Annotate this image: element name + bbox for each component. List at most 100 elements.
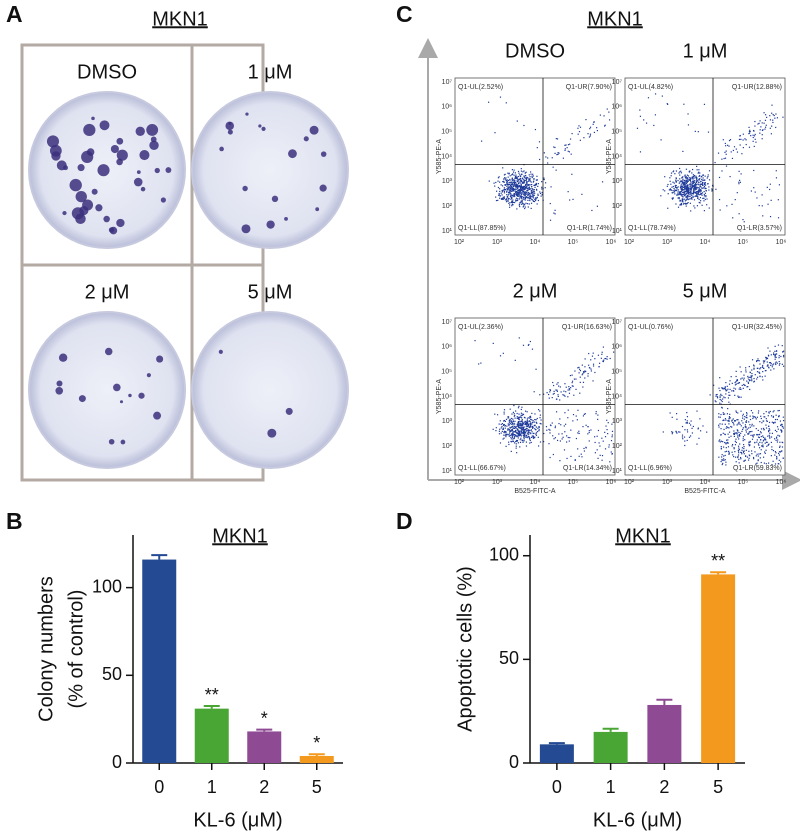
- event: [762, 435, 764, 437]
- event: [517, 193, 520, 195]
- event: [691, 196, 693, 199]
- event: [508, 424, 510, 427]
- event: [518, 416, 521, 418]
- event: [604, 124, 606, 126]
- event: [686, 194, 688, 196]
- event: [773, 352, 775, 354]
- colony: [149, 140, 159, 151]
- event: [517, 442, 519, 444]
- event: [767, 364, 769, 366]
- event: [718, 416, 720, 418]
- event: [532, 435, 534, 437]
- event: [691, 186, 694, 188]
- event: [519, 174, 521, 176]
- event: [583, 371, 585, 374]
- event: [528, 436, 530, 438]
- error-bar: [203, 705, 220, 709]
- event: [707, 174, 709, 176]
- event: [507, 197, 509, 199]
- event: [519, 177, 521, 180]
- event: [608, 111, 610, 113]
- event: [508, 193, 510, 195]
- event: [704, 183, 706, 185]
- event: [719, 209, 721, 211]
- event: [539, 394, 541, 396]
- event: [481, 140, 483, 142]
- event: [757, 436, 760, 438]
- flow-y-tick: 10¹: [442, 228, 453, 235]
- event: [523, 191, 526, 194]
- event: [699, 178, 701, 180]
- event: [719, 441, 721, 443]
- event: [727, 427, 729, 429]
- event: [768, 412, 770, 414]
- event: [689, 177, 691, 179]
- event: [570, 455, 572, 458]
- event: [679, 204, 681, 206]
- event: [503, 419, 506, 422]
- event: [706, 177, 708, 179]
- event: [523, 427, 525, 429]
- event: [757, 443, 760, 445]
- event: [526, 187, 528, 189]
- event: [511, 205, 513, 207]
- flow-frame: [624, 317, 786, 476]
- colony: [99, 120, 110, 131]
- event: [737, 395, 739, 397]
- event: [501, 423, 504, 425]
- event: [535, 434, 538, 436]
- event: [606, 419, 608, 421]
- event: [487, 101, 490, 103]
- event: [513, 413, 515, 415]
- event: [511, 184, 513, 186]
- event: [507, 199, 509, 201]
- event: [732, 418, 734, 420]
- event: [751, 372, 753, 375]
- error-bar: [710, 571, 727, 575]
- event: [525, 191, 528, 193]
- quadrant-label: Q1-UL(4.82%): [628, 84, 673, 91]
- event: [532, 436, 535, 438]
- event: [512, 185, 515, 188]
- event: [758, 122, 760, 124]
- event: [527, 425, 530, 427]
- event: [684, 202, 686, 204]
- event: [529, 196, 532, 198]
- event: [737, 455, 739, 458]
- event: [522, 193, 525, 195]
- event: [703, 103, 706, 105]
- event: [703, 195, 706, 197]
- event: [679, 200, 681, 202]
- colony: [78, 395, 86, 403]
- event: [692, 196, 694, 198]
- event: [507, 417, 509, 419]
- event: [519, 424, 522, 426]
- event: [736, 424, 738, 426]
- event: [529, 196, 531, 198]
- event: [518, 204, 520, 206]
- flow-title: DMSO: [505, 40, 565, 62]
- event: [563, 390, 565, 392]
- event: [774, 438, 776, 440]
- event: [760, 461, 762, 464]
- event: [535, 426, 537, 428]
- event: [748, 443, 750, 445]
- event: [548, 443, 550, 445]
- event: [765, 418, 767, 420]
- event: [764, 452, 766, 454]
- event: [774, 358, 776, 360]
- event: [519, 426, 521, 428]
- event: [726, 385, 728, 387]
- event: [753, 367, 755, 369]
- event: [734, 388, 737, 390]
- event: [536, 189, 538, 191]
- event: [777, 428, 779, 430]
- event: [733, 456, 735, 458]
- event: [509, 187, 511, 189]
- colony: [55, 386, 64, 395]
- event: [574, 459, 576, 461]
- event: [500, 184, 502, 186]
- event: [731, 426, 733, 428]
- event: [574, 370, 576, 372]
- event: [745, 455, 747, 457]
